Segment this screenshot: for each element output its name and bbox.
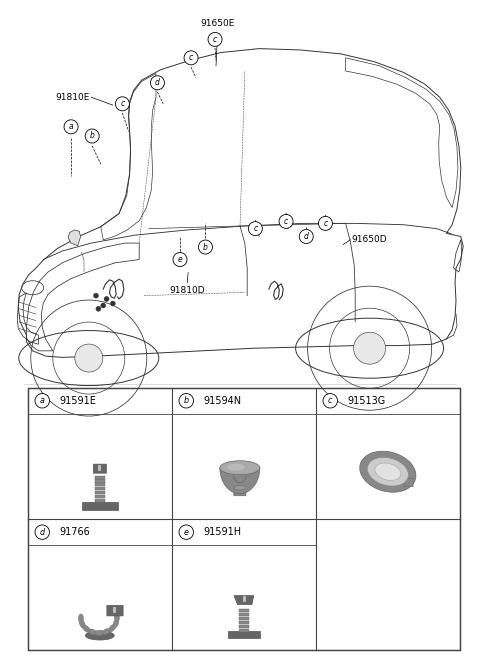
Text: c: c [284,217,288,226]
Bar [243,597,246,602]
Circle shape [279,214,293,229]
Bar [239,625,249,627]
Ellipse shape [113,619,119,627]
Polygon shape [234,595,254,604]
Bar [95,484,105,486]
Text: a: a [69,122,73,131]
Text: 91650D: 91650D [351,235,387,244]
Bar [239,608,249,612]
Bar [95,476,105,478]
Bar [239,629,249,631]
Circle shape [94,293,98,298]
Bar [82,502,118,510]
FancyBboxPatch shape [404,479,413,487]
Text: c: c [189,53,193,62]
Text: d: d [155,78,160,87]
Ellipse shape [234,486,245,490]
Text: b: b [184,396,189,405]
Ellipse shape [80,620,85,628]
Circle shape [110,301,115,306]
Polygon shape [220,468,260,493]
Text: e: e [178,255,182,264]
Bar [239,613,249,616]
Text: c: c [328,396,333,405]
Text: e: e [184,528,189,537]
Text: d: d [304,232,309,241]
FancyBboxPatch shape [93,464,107,473]
Bar [95,487,105,490]
Text: a: a [40,396,45,405]
Text: 91591E: 91591E [60,396,96,406]
Bar [113,607,117,613]
Ellipse shape [360,451,416,492]
Text: c: c [120,99,124,108]
Ellipse shape [227,464,245,470]
Bar [228,631,260,638]
Circle shape [299,229,313,244]
Circle shape [104,296,109,302]
Text: c: c [213,35,217,44]
Circle shape [184,51,198,65]
Bar [95,495,105,499]
Text: b: b [203,242,208,252]
Bar [95,499,105,503]
Ellipse shape [95,630,104,635]
Text: 91650E: 91650E [200,18,235,28]
Circle shape [35,525,49,539]
FancyBboxPatch shape [107,605,123,616]
Circle shape [35,394,49,408]
Text: 91810D: 91810D [169,286,205,295]
Bar [98,465,101,471]
Text: d: d [40,528,45,537]
Circle shape [75,344,103,372]
Circle shape [115,97,130,111]
Text: 91513G: 91513G [348,396,386,406]
Circle shape [354,332,385,364]
Ellipse shape [109,624,116,632]
Polygon shape [68,230,81,246]
Ellipse shape [367,457,408,486]
Text: 91810E: 91810E [56,93,90,102]
Circle shape [198,240,213,254]
Ellipse shape [85,502,114,507]
Text: 91594N: 91594N [204,396,241,406]
Text: 91591H: 91591H [204,527,241,537]
Bar [28,388,460,650]
Circle shape [323,394,337,408]
Circle shape [173,252,187,267]
Circle shape [248,221,263,236]
Ellipse shape [78,614,84,623]
Circle shape [208,32,222,47]
Circle shape [179,525,193,539]
Text: b: b [90,131,95,141]
Bar [239,617,249,620]
Bar [95,491,105,495]
Ellipse shape [114,613,120,622]
Bar [95,480,105,482]
Circle shape [179,394,193,408]
Ellipse shape [85,631,114,640]
Text: 91766: 91766 [60,527,90,537]
Ellipse shape [102,629,111,635]
Text: c: c [324,219,327,228]
Ellipse shape [88,629,97,635]
Ellipse shape [220,461,260,475]
Bar [239,621,249,623]
Text: c: c [253,224,257,233]
Ellipse shape [112,608,118,616]
Circle shape [96,306,101,311]
Circle shape [101,303,106,308]
Circle shape [318,216,333,231]
Ellipse shape [83,625,90,633]
Ellipse shape [375,463,401,480]
FancyBboxPatch shape [234,472,246,496]
Circle shape [150,76,165,90]
Circle shape [85,129,99,143]
Circle shape [64,120,78,134]
